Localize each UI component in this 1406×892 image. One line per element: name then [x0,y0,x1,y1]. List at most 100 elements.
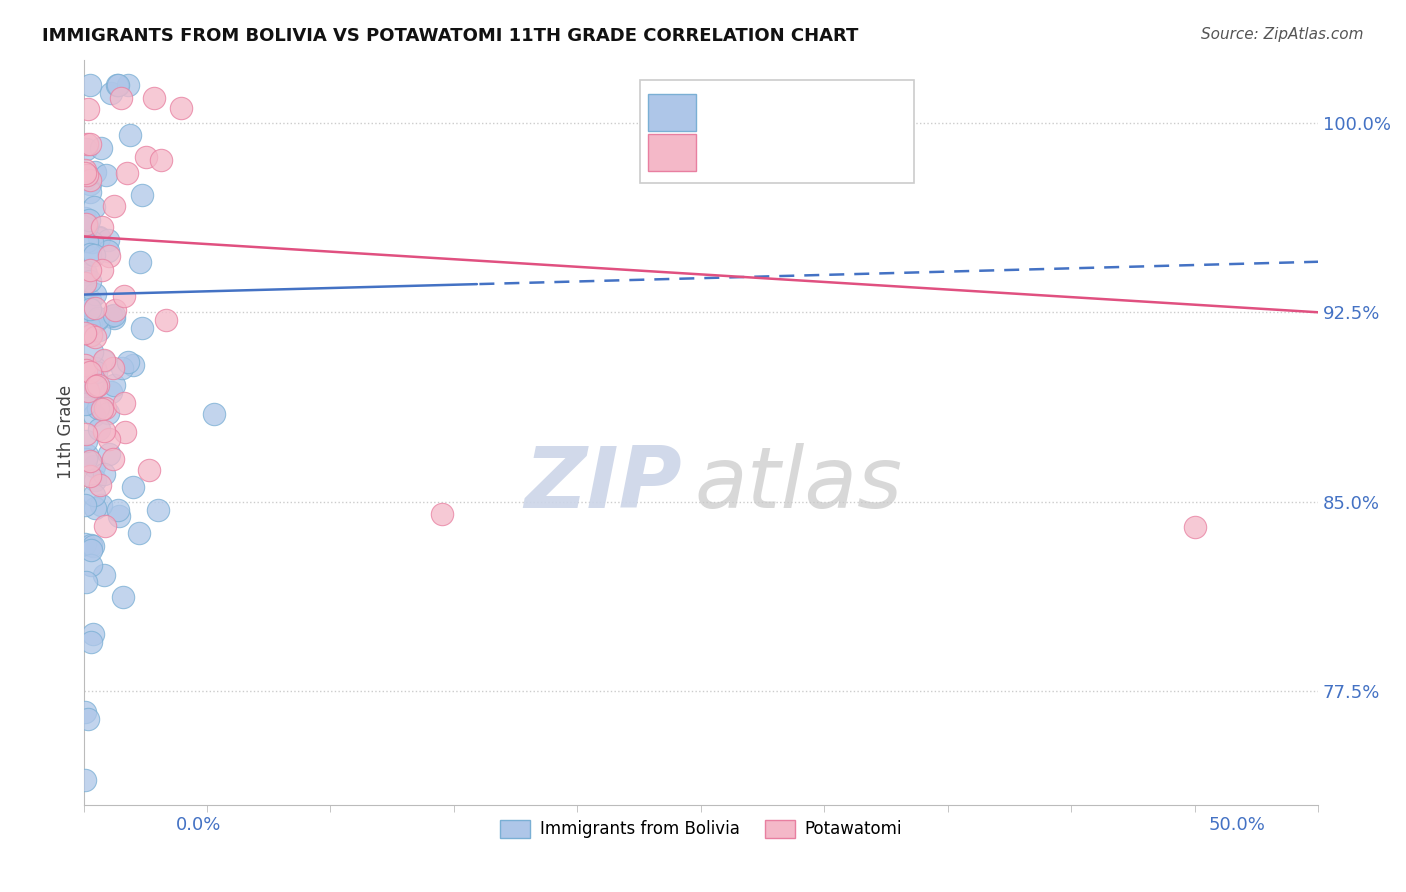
Point [90,498,112,512]
Point [121,480,143,494]
Point [76,136,98,151]
Point [79,185,101,199]
Point [76,448,98,462]
Point [202,407,225,421]
Point [112,396,135,410]
Text: -0.131: -0.131 [735,143,804,162]
Point [98,249,121,263]
Point [117,78,139,92]
Text: 0.0%: 0.0% [176,816,221,834]
Text: Source: ZipAtlas.com: Source: ZipAtlas.com [1201,27,1364,42]
Point [117,355,139,369]
Point [93,467,115,481]
Point [75,434,97,449]
Point [118,128,141,143]
Point [76,234,98,248]
Point [76,169,98,183]
Point [143,90,166,104]
Point [101,361,124,376]
Point [98,447,121,461]
Point [79,212,101,227]
Point [94,519,117,533]
Text: IMMIGRANTS FROM BOLIVIA VS POTAWATOMI 11TH GRADE CORRELATION CHART: IMMIGRANTS FROM BOLIVIA VS POTAWATOMI 11… [42,27,859,45]
Point [80,327,103,342]
Point [77,384,100,398]
Point [80,635,103,649]
Point [73,705,96,719]
Legend: Immigrants from Bolivia, Potawatomi: Immigrants from Bolivia, Potawatomi [494,814,908,845]
Point [79,262,101,277]
Point [82,235,104,250]
Text: N =: N = [801,144,841,161]
Point [430,508,453,522]
Point [73,397,96,411]
Point [73,537,96,551]
Point [170,101,193,115]
Point [76,379,98,393]
Point [87,311,110,326]
Point [86,365,108,379]
Point [122,359,145,373]
Point [100,385,122,400]
Point [79,177,101,191]
Point [83,380,105,394]
Point [79,247,101,261]
Point [73,172,96,186]
Point [79,293,101,307]
Point [93,354,115,368]
Point [73,498,96,512]
Point [138,463,160,477]
Point [79,274,101,288]
Point [86,313,108,327]
Point [76,267,98,281]
Text: atlas: atlas [695,443,903,526]
Point [103,377,125,392]
Point [79,366,101,380]
Point [107,503,129,517]
Point [73,264,96,278]
Point [73,270,96,285]
Point [1184,520,1206,534]
Point [79,136,101,151]
Point [75,426,97,441]
Point [128,526,150,541]
Point [89,323,111,337]
Y-axis label: 11th Grade: 11th Grade [58,385,75,479]
Point [79,319,101,334]
Point [107,78,129,92]
Point [105,78,128,92]
Point [94,401,117,415]
Point [135,151,157,165]
Point [86,378,108,392]
Point [84,378,107,392]
Text: 93: 93 [837,103,863,122]
Point [73,276,96,290]
Point [93,424,115,438]
Point [83,409,105,423]
Point [73,162,96,177]
Point [84,330,107,344]
Point [75,574,97,589]
Point [100,86,122,100]
Point [103,308,125,322]
Text: R =: R = [702,103,741,121]
Point [84,361,107,376]
Point [98,432,121,446]
Point [80,543,103,558]
Point [73,166,96,180]
Point [84,301,107,316]
Point [73,358,96,372]
Point [97,244,120,258]
Point [111,361,134,376]
Point [93,353,115,368]
Point [155,313,177,327]
Point [79,327,101,342]
Point [73,370,96,384]
Text: 0.022: 0.022 [735,103,797,122]
Point [97,406,120,420]
Point [87,231,110,245]
Point [75,451,97,466]
Point [93,568,115,582]
Point [146,503,169,517]
Point [82,627,104,641]
